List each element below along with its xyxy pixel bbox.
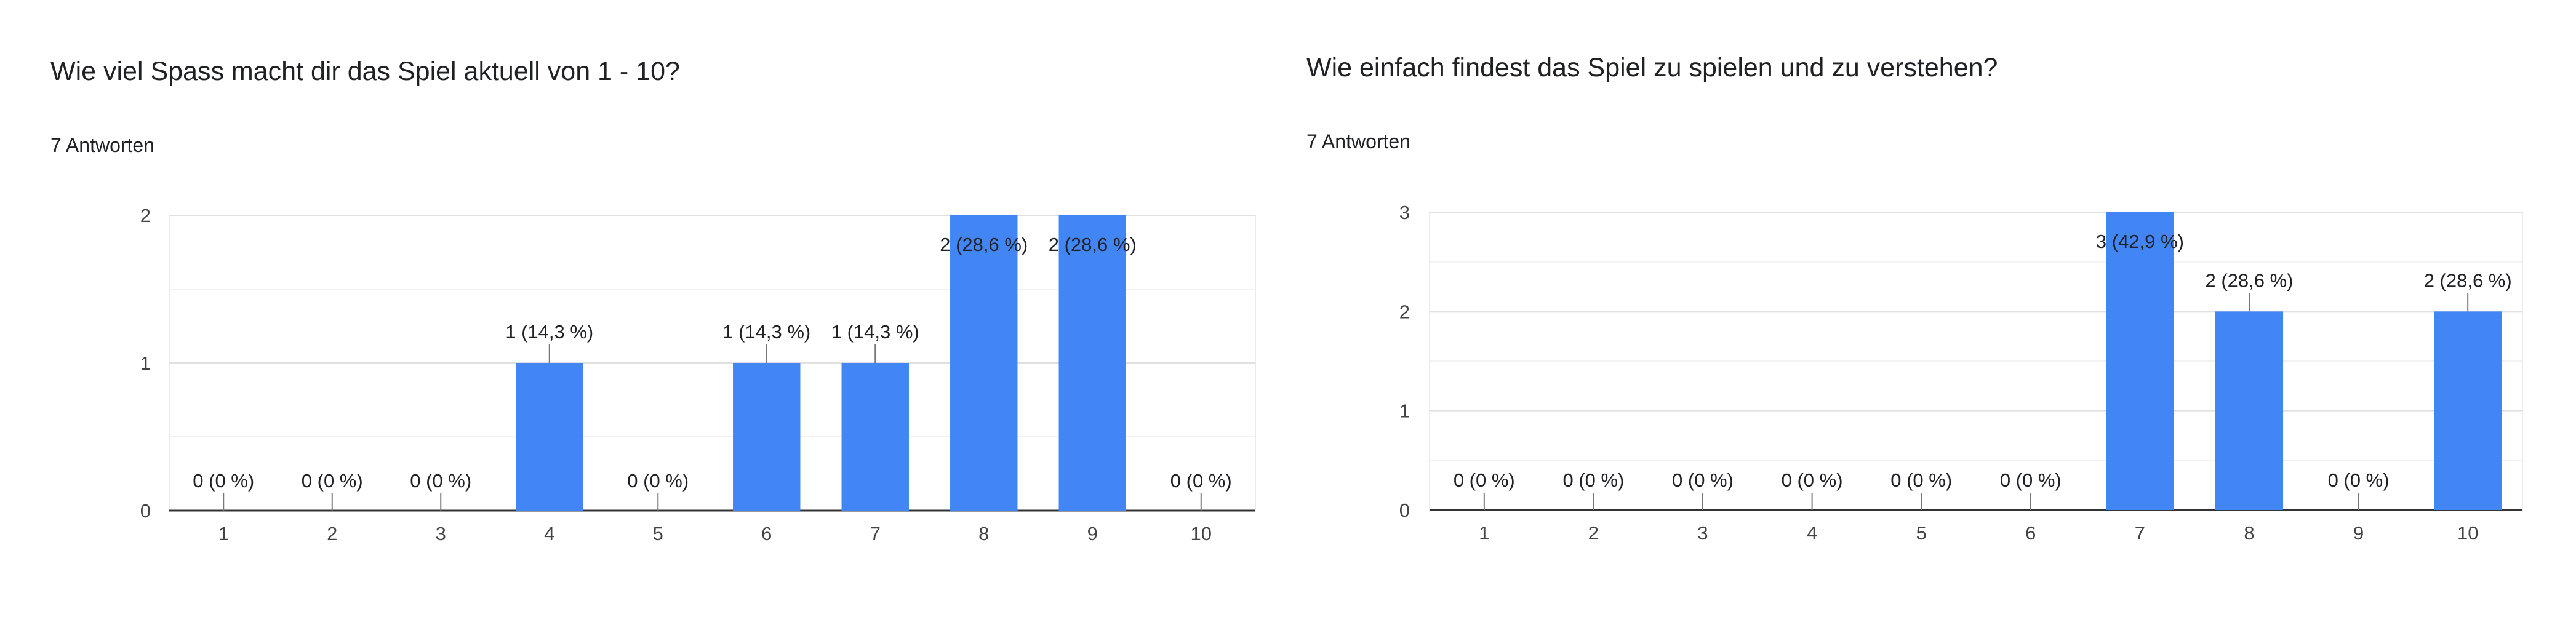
data-label: 0 (0 %)	[1562, 469, 1624, 491]
bar	[841, 363, 909, 511]
x-tick-label: 8	[978, 523, 989, 544]
data-label: 2 (28,6 %)	[2424, 269, 2512, 291]
data-label: 0 (0 %)	[1454, 469, 1515, 491]
x-tick-label: 2	[327, 523, 337, 544]
data-label: 3 (42,9 %)	[2096, 231, 2184, 252]
question-title: Wie einfach findest das Spiel zu spielen…	[1306, 53, 1998, 82]
data-label: 0 (0 %)	[1170, 470, 1232, 492]
chart-panel-fun: Wie viel Spass macht dir das Spiel aktue…	[50, 57, 1256, 544]
y-tick-label: 1	[1399, 400, 1410, 422]
data-label: 0 (0 %)	[410, 470, 471, 492]
x-tick-label: 2	[1588, 522, 1599, 544]
data-label: 0 (0 %)	[1890, 469, 1952, 491]
bar	[2215, 311, 2284, 510]
data-label: 0 (0 %)	[2328, 469, 2390, 491]
x-tick-label: 4	[544, 523, 554, 544]
y-tick-label: 0	[140, 500, 151, 522]
x-tick-label: 1	[1479, 522, 1489, 544]
x-tick-label: 6	[761, 523, 772, 544]
response-count: 7 Antworten	[50, 134, 154, 156]
x-tick-label: 7	[870, 523, 881, 544]
question-title: Wie viel Spass macht dir das Spiel aktue…	[50, 57, 680, 86]
bar	[1058, 215, 1126, 511]
response-count: 7 Antworten	[1306, 130, 1410, 153]
data-label: 0 (0 %)	[193, 470, 254, 492]
bar-chart-ease: 0 1 2 3 0 (0 %) 1 0 (0 %) 2 0 (0 %) 3 0 (0 %) 4 0 (0…	[1399, 202, 2523, 544]
y-tick-label: 2	[140, 205, 151, 226]
bar	[516, 363, 583, 511]
x-tick-label: 10	[1191, 523, 1212, 544]
bar	[733, 363, 801, 511]
data-label: 2 (28,6 %)	[2205, 269, 2293, 291]
x-tick-label: 7	[2135, 522, 2145, 544]
x-tick-label: 3	[436, 523, 446, 544]
data-label: 2 (28,6 %)	[940, 234, 1028, 255]
data-label: 0 (0 %)	[302, 470, 363, 492]
x-tick-label: 3	[1697, 522, 1708, 544]
bar	[950, 215, 1018, 511]
bar-chart-fun: 0 1 2 0 (0 %) 1 0 (0 %) 2 0 (0 %) 3 1 (14,3 %) 4 0 …	[140, 205, 1256, 544]
x-tick-label: 5	[1916, 522, 1927, 544]
data-label: 0 (0 %)	[2000, 469, 2062, 491]
x-tick-label: 1	[218, 523, 229, 544]
data-label: 1 (14,3 %)	[831, 321, 919, 343]
x-tick-label: 6	[2025, 522, 2036, 544]
data-label: 0 (0 %)	[1782, 469, 1843, 491]
data-label: 1 (14,3 %)	[722, 321, 810, 343]
y-tick-label: 1	[140, 352, 151, 374]
x-tick-label: 9	[2353, 522, 2364, 544]
data-label: 0 (0 %)	[1672, 469, 1734, 491]
y-tick-label: 2	[1399, 301, 1410, 322]
x-tick-label: 10	[2457, 522, 2478, 544]
y-tick-label: 3	[1399, 202, 1410, 223]
x-tick-label: 9	[1087, 523, 1098, 544]
data-label: 2 (28,6 %)	[1049, 234, 1137, 255]
x-tick-label: 5	[653, 523, 663, 544]
data-label: 1 (14,3 %)	[505, 321, 593, 343]
y-tick-label: 0	[1399, 500, 1410, 521]
x-tick-label: 4	[1807, 522, 1817, 544]
x-tick-label: 8	[2244, 522, 2254, 544]
bar	[2106, 212, 2174, 510]
chart-panel-ease: Wie einfach findest das Spiel zu spielen…	[1288, 0, 2576, 633]
data-label: 0 (0 %)	[627, 470, 689, 492]
bar	[2434, 311, 2502, 510]
